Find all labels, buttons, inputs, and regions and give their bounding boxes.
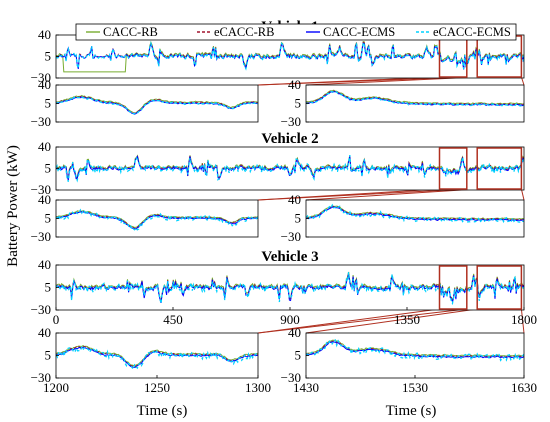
series-ecacc-ecms xyxy=(56,345,258,371)
series-ecacc-ecms xyxy=(306,338,524,362)
legend-label: eCACC-RB xyxy=(214,25,274,39)
zoom-connector-line xyxy=(257,308,440,334)
series-ecacc-ecms xyxy=(56,272,524,306)
zoom-connector-line xyxy=(520,308,525,334)
highlight-box xyxy=(476,147,523,190)
panel-v2b: 40 5 −30 xyxy=(281,192,525,244)
y-axis-label: Battery Power (kW) xyxy=(5,145,21,267)
y-tick-label: 40 xyxy=(288,192,301,207)
y-tick-label: 40 xyxy=(38,325,51,340)
legend: CACC-RB eCACC-RB CACC-ECMS eCACC-ECMS xyxy=(75,23,517,41)
series-lines xyxy=(56,40,524,73)
highlight-box xyxy=(438,265,468,310)
series-lines xyxy=(306,89,524,107)
x-tick-label: 1200 xyxy=(43,380,69,395)
y-tick-label: 40 xyxy=(38,77,51,92)
highlight-box xyxy=(438,147,468,190)
series-ecacc-ecms xyxy=(306,90,524,107)
panel-title: Vehicle 2 xyxy=(261,131,318,147)
x-tick-label: 1430 xyxy=(293,380,319,395)
series-lines xyxy=(56,154,524,183)
x-tick-label: 450 xyxy=(163,312,183,327)
panel-v2: 40 5 −30 Vehicle 2 xyxy=(31,131,525,197)
plot-area xyxy=(56,333,258,378)
legend-label: CACC-ECMS xyxy=(323,25,395,39)
y-tick-label: −30 xyxy=(281,114,301,129)
zoom-connector-line xyxy=(305,188,478,201)
y-tick-label: 5 xyxy=(295,348,302,363)
x-tick-label: 1300 xyxy=(245,380,271,395)
y-tick-label: 5 xyxy=(295,96,302,111)
y-tick-label: 5 xyxy=(295,211,302,226)
series-lines xyxy=(56,94,258,115)
y-tick-label: 40 xyxy=(38,27,51,42)
x-tick-label: 1250 xyxy=(144,380,170,395)
x-tick-label: 1530 xyxy=(402,380,428,395)
plot-area xyxy=(56,85,258,122)
series-ecacc-rb xyxy=(56,272,524,303)
y-tick-label: −30 xyxy=(31,229,51,244)
panel-v1a: 40 5 −30 xyxy=(31,77,259,129)
y-tick-label: −30 xyxy=(281,370,301,385)
panel-v3: 40 5 −300 450 900 1350 1800 Vehicle 3 xyxy=(31,249,537,327)
series-lines xyxy=(56,345,258,371)
y-tick-label: 40 xyxy=(38,192,51,207)
y-tick-label: −30 xyxy=(31,302,51,317)
y-tick-label: 5 xyxy=(45,280,52,295)
y-tick-label: 5 xyxy=(45,348,52,363)
series-lines xyxy=(306,203,524,224)
y-tick-label: −30 xyxy=(31,182,51,197)
series-cacc-rb xyxy=(56,94,258,114)
plot-area xyxy=(56,200,258,237)
series-cacc-ecms xyxy=(306,206,524,222)
series-cacc-rb xyxy=(56,345,258,367)
y-tick-label: −30 xyxy=(31,370,51,385)
panel-title: Vehicle 3 xyxy=(261,249,318,265)
x-tick-label: 1630 xyxy=(511,380,537,395)
y-tick-label: 40 xyxy=(288,325,301,340)
y-tick-label: 5 xyxy=(45,211,52,226)
series-cacc-ecms xyxy=(56,211,258,230)
series-lines xyxy=(56,271,524,306)
y-tick-label: 40 xyxy=(38,257,51,272)
legend-label: CACC-RB xyxy=(103,25,158,39)
x-axis-label-right: Time (s) xyxy=(386,403,437,419)
zoom-connector-line xyxy=(257,308,467,334)
y-tick-label: −30 xyxy=(31,70,51,85)
x-axis-label-left: Time (s) xyxy=(137,403,188,419)
legend-label: eCACC-ECMS xyxy=(433,25,511,39)
y-tick-label: −30 xyxy=(281,229,301,244)
y-tick-label: 5 xyxy=(45,161,52,176)
panel-v1b: 40 5 −30 xyxy=(281,77,525,129)
x-tick-label: 1800 xyxy=(511,312,537,327)
highlight-box xyxy=(476,265,523,310)
zoom-connector-line xyxy=(520,188,525,201)
series-ecacc-ecms xyxy=(56,208,258,231)
series-ecacc-rb xyxy=(306,340,524,358)
y-tick-label: 5 xyxy=(45,49,52,64)
zoom-connector-line xyxy=(257,188,467,201)
x-tick-label: 0 xyxy=(53,312,60,327)
panel-v2a: 40 5 −30 xyxy=(31,192,259,244)
y-tick-label: 40 xyxy=(288,77,301,92)
y-tick-label: −30 xyxy=(31,114,51,129)
x-tick-label: 1350 xyxy=(394,312,420,327)
series-lines xyxy=(56,208,258,231)
y-tick-label: 40 xyxy=(38,139,51,154)
series-cacc-rb xyxy=(306,339,524,357)
x-tick-label: 900 xyxy=(280,312,300,327)
zoom-connector-line xyxy=(305,308,478,334)
series-ecacc-rb xyxy=(56,345,258,368)
legend-box xyxy=(75,23,517,41)
plot-area xyxy=(56,147,524,190)
series-ecacc-ecms xyxy=(56,96,258,115)
y-tick-label: 5 xyxy=(45,96,52,111)
series-ecacc-ecms xyxy=(56,40,524,71)
series-lines xyxy=(306,338,524,362)
series-ecacc-ecms xyxy=(56,154,524,183)
